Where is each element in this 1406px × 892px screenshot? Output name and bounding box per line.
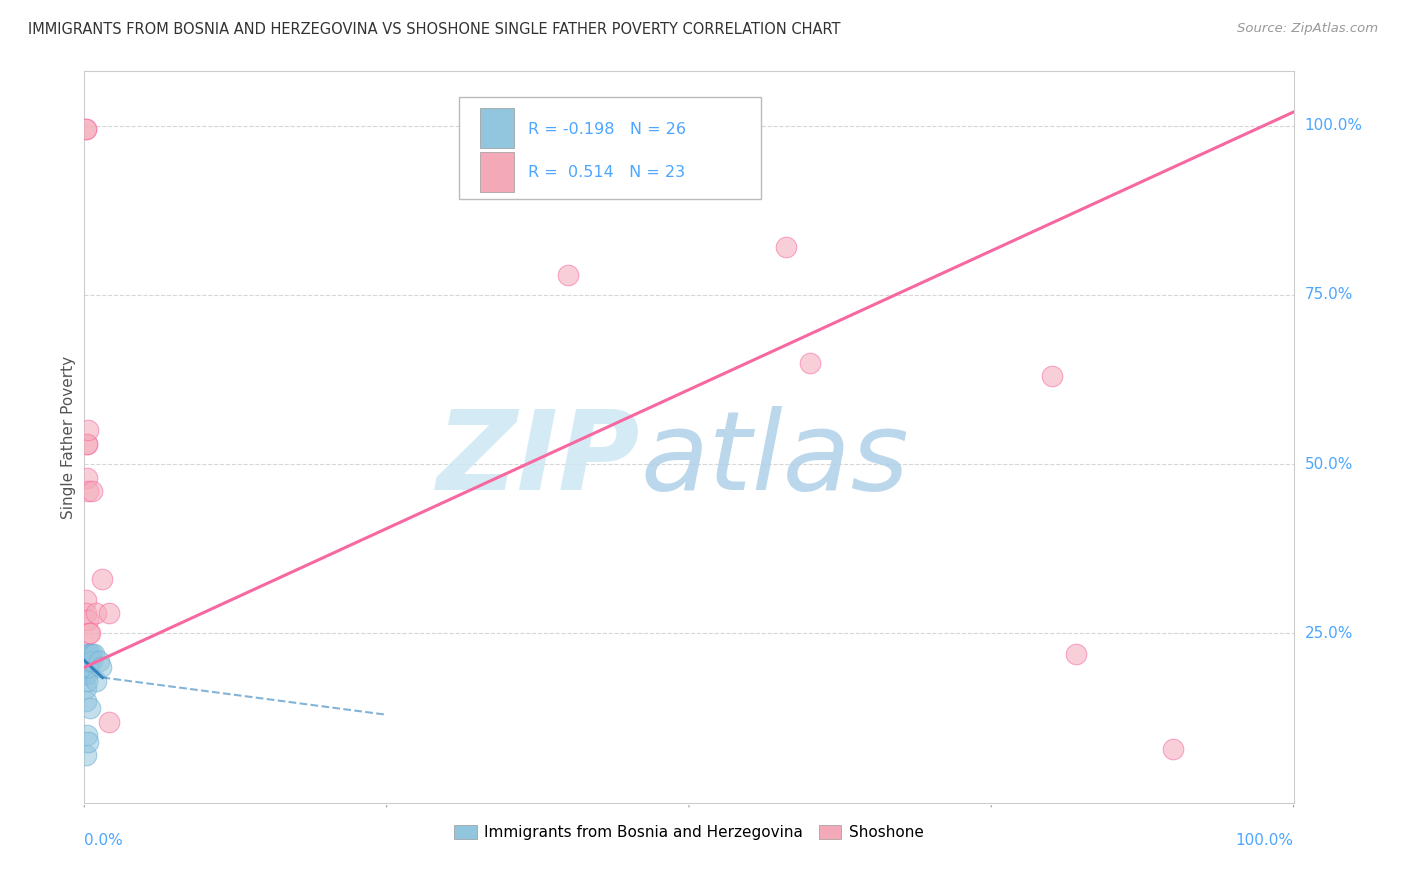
Text: 25.0%: 25.0%: [1305, 626, 1353, 641]
Point: [1161, 741, 1184, 756]
Point: [79, 647, 101, 661]
Text: atlas: atlas: [641, 406, 910, 513]
Point: [77, 647, 100, 661]
Point: [775, 240, 797, 254]
Text: 50.0%: 50.0%: [1305, 457, 1353, 472]
Point: [76, 437, 98, 451]
Point: [87, 654, 110, 668]
Point: [77, 613, 100, 627]
Point: [76, 437, 98, 451]
Point: [83, 647, 105, 661]
Point: [90, 660, 112, 674]
Point: [97, 606, 120, 620]
Point: [75, 660, 97, 674]
Point: [75, 681, 97, 695]
Text: ZIP: ZIP: [437, 406, 641, 513]
Text: R =  0.514   N = 23: R = 0.514 N = 23: [529, 165, 685, 180]
Point: [77, 660, 100, 674]
Point: [86, 673, 108, 688]
Point: [1064, 647, 1087, 661]
Legend: Immigrants from Bosnia and Herzegovina, Shoshone: Immigrants from Bosnia and Herzegovina, …: [447, 819, 931, 847]
Point: [76, 673, 98, 688]
FancyBboxPatch shape: [479, 152, 513, 192]
Text: IMMIGRANTS FROM BOSNIA AND HERZEGOVINA VS SHOSHONE SINGLE FATHER POVERTY CORRELA: IMMIGRANTS FROM BOSNIA AND HERZEGOVINA V…: [28, 22, 841, 37]
Point: [76, 660, 98, 674]
Point: [75, 122, 97, 136]
Text: R = -0.198   N = 26: R = -0.198 N = 26: [529, 122, 686, 137]
Point: [75, 748, 97, 763]
Point: [1040, 369, 1063, 384]
Point: [75, 122, 97, 136]
Point: [76, 728, 98, 742]
Point: [75, 667, 97, 681]
Point: [86, 606, 108, 620]
FancyBboxPatch shape: [460, 97, 762, 200]
Point: [557, 268, 579, 282]
Text: Source: ZipAtlas.com: Source: ZipAtlas.com: [1237, 22, 1378, 36]
Point: [75, 694, 97, 708]
FancyBboxPatch shape: [479, 108, 513, 148]
Text: 75.0%: 75.0%: [1305, 287, 1353, 302]
Point: [75, 606, 97, 620]
Point: [76, 471, 98, 485]
Point: [79, 701, 101, 715]
Point: [77, 654, 100, 668]
Point: [80, 484, 103, 499]
Point: [76, 654, 98, 668]
Point: [80, 647, 103, 661]
Point: [79, 626, 101, 640]
Point: [77, 484, 100, 499]
Point: [80, 654, 103, 668]
Point: [799, 355, 821, 369]
Point: [97, 714, 120, 729]
Text: 0.0%: 0.0%: [84, 833, 124, 848]
Point: [76, 667, 98, 681]
Point: [77, 423, 100, 437]
Point: [76, 654, 98, 668]
Point: [77, 660, 100, 674]
Point: [91, 572, 114, 586]
Text: 100.0%: 100.0%: [1236, 833, 1294, 848]
Text: 100.0%: 100.0%: [1305, 118, 1362, 133]
Point: [75, 592, 97, 607]
Y-axis label: Single Father Poverty: Single Father Poverty: [60, 356, 76, 518]
Point: [77, 735, 100, 749]
Point: [77, 626, 100, 640]
Point: [77, 647, 100, 661]
Point: [77, 654, 100, 668]
